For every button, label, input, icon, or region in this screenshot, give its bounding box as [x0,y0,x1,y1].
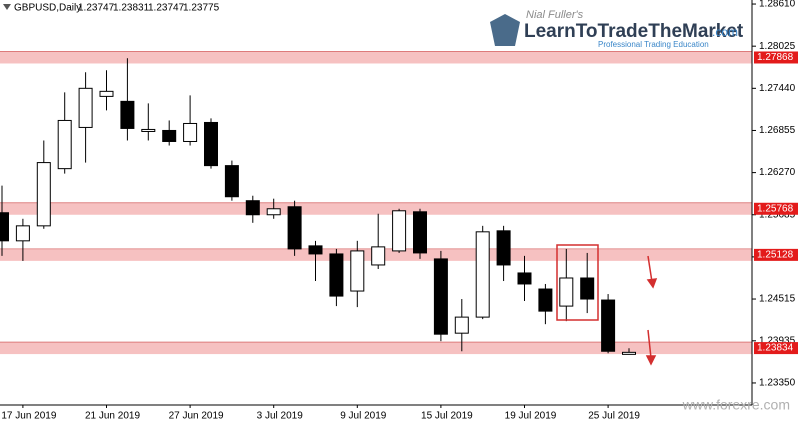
candle-body [78,87,93,128]
candle-body [183,122,198,142]
candle-body [308,245,323,255]
candles [0,58,636,355]
y-tick-label: 1.23935 [759,335,796,346]
x-tick-label: 3 Jul 2019 [257,411,304,422]
arrow [647,329,652,359]
candle-body [413,211,427,254]
logo-domain: .com [712,25,738,39]
level-label: 1.25768 [757,203,794,214]
candle-body [36,162,51,227]
logo-brand: LearnToTradeTheMarket [524,21,744,42]
candle-body [0,212,9,242]
logo-tagline: Professional Trading Education [598,40,709,49]
level-label-box [754,342,798,355]
ohlc-high: 1.23831 [113,3,150,14]
y-tick-label: 1.27440 [759,83,796,94]
ohlc-close: 1.23775 [183,3,220,14]
candle-body [350,250,365,292]
candle-body [454,316,469,334]
ohlc-low: 1.23747 [148,3,185,14]
level-label-box [754,51,798,64]
candle-body [204,121,218,167]
x-tick-label: 17 Jun 2019 [1,411,56,422]
y-tick-label: 1.25685 [759,209,796,220]
x-tick-label: 19 Jul 2019 [505,411,557,422]
header-icon [3,4,11,10]
x-tick-label: 25 Jul 2019 [588,411,640,422]
logo-author: Nial Fuller's [526,9,584,21]
y-tick-label: 1.28610 [759,0,796,10]
candle-body [392,210,407,252]
level-label: 1.27868 [757,52,794,63]
x-tick-label: 15 Jul 2019 [421,411,473,422]
candle-body [496,230,511,266]
watermark: www.forexre.com [682,397,790,413]
level-label-box [754,248,798,261]
candle-body [601,299,616,352]
x-tick-label: 27 Jun 2019 [169,411,224,422]
candle-body [538,288,553,312]
level-zone [0,51,752,64]
candle-body [329,253,344,297]
y-tick-label: 1.26855 [759,125,796,136]
candle-body [162,129,177,142]
y-tick-label: 1.26270 [759,167,796,178]
y-tick-label: 1.23350 [759,378,796,389]
level-label-box [754,202,798,215]
arrow [647,255,653,283]
level-zone [0,342,752,355]
candle-body [371,246,386,266]
candle-body [245,200,260,216]
x-tick-label: 21 Jun 2019 [85,411,140,422]
symbol: GBPUSD,Daily [14,3,81,14]
arrow-head [646,278,658,289]
highlight-box [556,244,599,321]
logo: Nial Fuller's LearnToTradeTheMarket .com… [490,9,744,49]
level-zone [0,202,752,215]
candle-body [287,206,302,250]
level-label: 1.25128 [757,250,794,261]
candle-body [141,128,156,132]
candle-body [622,351,636,355]
candle-body [57,119,72,170]
y-tick-label: 1.28025 [759,41,796,52]
candle-body [580,277,595,300]
arrows [645,255,658,366]
candle-body [224,165,239,198]
y-tick-label: 1.24515 [759,294,796,305]
candle-body [120,100,135,129]
x-tick-label: 9 Jul 2019 [340,411,387,422]
arrow-head [645,355,657,366]
candle-body [559,277,574,307]
ohlc-open: 1.23747 [78,3,115,14]
logo-icon [490,14,520,46]
level-label: 1.23834 [757,343,794,354]
candle-body [15,225,30,242]
candle-body [517,272,532,285]
candle-body [266,208,281,216]
candle-body [433,258,448,335]
candle-body [99,90,114,97]
candle-body [475,231,490,318]
